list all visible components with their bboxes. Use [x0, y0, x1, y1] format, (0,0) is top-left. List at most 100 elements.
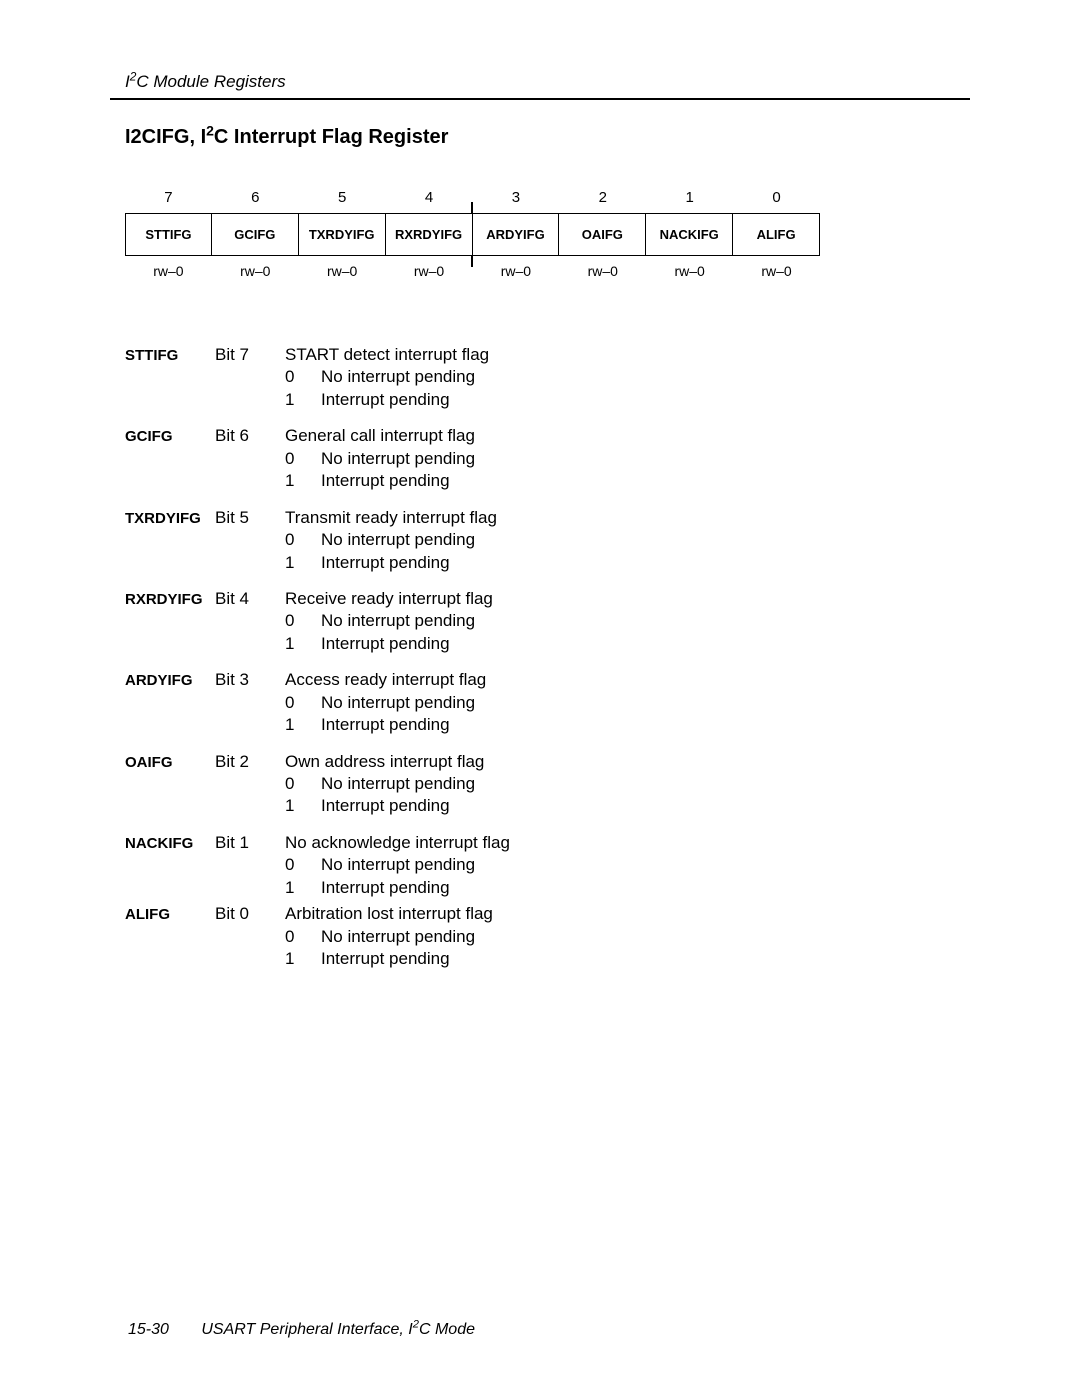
option-value: 1 — [285, 633, 321, 655]
option-text: No interrupt pending — [321, 773, 970, 795]
field-summary: Transmit ready interrupt flag — [285, 507, 970, 529]
bit-description: OAIFG Bit 2 Own address interrupt flag 0… — [125, 751, 970, 818]
option-row: 1Interrupt pending — [285, 948, 970, 970]
bit-description: ARDYIFG Bit 3 Access ready interrupt fla… — [125, 669, 970, 736]
reset-value: rw–0 — [212, 263, 299, 279]
field-summary-block: Receive ready interrupt flag 0No interru… — [285, 588, 970, 655]
field-name: ALIFG — [125, 903, 215, 925]
bit-label: Bit 3 — [215, 669, 285, 691]
bit-number-row: 7 6 5 4 3 2 1 0 — [125, 189, 820, 206]
option-value: 0 — [285, 926, 321, 948]
bit-description: TXRDYIFG Bit 5 Transmit ready interrupt … — [125, 507, 970, 574]
field-name: RXRDYIFG — [125, 588, 215, 610]
option-text: Interrupt pending — [321, 633, 970, 655]
option-row: 0No interrupt pending — [285, 854, 970, 876]
register-reset-row: rw–0 rw–0 rw–0 rw–0 rw–0 rw–0 rw–0 rw–0 — [125, 263, 820, 279]
page-number: 15-30 — [128, 1321, 197, 1338]
option-row: 1Interrupt pending — [285, 470, 970, 492]
register-field: ALIFG — [733, 214, 820, 255]
field-summary: START detect interrupt flag — [285, 344, 970, 366]
reset-value: rw–0 — [646, 263, 733, 279]
option-text: No interrupt pending — [321, 529, 970, 551]
reset-value: rw–0 — [299, 263, 386, 279]
option-text: Interrupt pending — [321, 470, 970, 492]
page-footer: 15-30 USART Peripheral Interface, I2C Mo… — [128, 1321, 475, 1339]
option-text: No interrupt pending — [321, 366, 970, 388]
bit-label: Bit 7 — [215, 344, 285, 366]
field-summary: Receive ready interrupt flag — [285, 588, 970, 610]
register-fields-row: STTIFG GCIFG TXRDYIFG RXRDYIFG ARDYIFG O… — [125, 213, 820, 256]
field-summary: Access ready interrupt flag — [285, 669, 970, 691]
field-summary: Own address interrupt flag — [285, 751, 970, 773]
field-name: STTIFG — [125, 344, 215, 366]
option-value: 0 — [285, 529, 321, 551]
field-summary-block: START detect interrupt flag 0No interrup… — [285, 344, 970, 411]
option-row: 1Interrupt pending — [285, 633, 970, 655]
field-name: TXRDYIFG — [125, 507, 215, 529]
bit-label: Bit 2 — [215, 751, 285, 773]
bit-number: 2 — [559, 189, 646, 206]
option-text: Interrupt pending — [321, 714, 970, 736]
option-row: 1Interrupt pending — [285, 552, 970, 574]
bit-label: Bit 1 — [215, 832, 285, 854]
register-field: STTIFG — [125, 214, 212, 255]
bit-number: 3 — [473, 189, 560, 206]
header-rest: C Module Registers — [136, 72, 285, 91]
register-field: RXRDYIFG — [386, 214, 473, 255]
register-field-label: RXRDYIFG — [395, 227, 462, 242]
reset-value: rw–0 — [125, 263, 212, 279]
option-value: 0 — [285, 692, 321, 714]
bit-descriptions: STTIFG Bit 7 START detect interrupt flag… — [125, 344, 970, 971]
option-value: 1 — [285, 714, 321, 736]
nibble-divider-bottom — [471, 255, 473, 267]
register-field: GCIFG — [212, 214, 299, 255]
bit-label: Bit 4 — [215, 588, 285, 610]
option-text: No interrupt pending — [321, 448, 970, 470]
option-text: No interrupt pending — [321, 610, 970, 632]
option-row: 1Interrupt pending — [285, 877, 970, 899]
reset-value: rw–0 — [473, 263, 560, 279]
register-field: NACKIFG — [646, 214, 733, 255]
footer-text-post: C Mode — [419, 1321, 475, 1338]
bit-description: ALIFG Bit 0 Arbitration lost interrupt f… — [125, 903, 970, 970]
title-post: C Interrupt Flag Register — [214, 126, 448, 148]
option-value: 1 — [285, 795, 321, 817]
option-value: 0 — [285, 773, 321, 795]
field-summary-block: Own address interrupt flag 0No interrupt… — [285, 751, 970, 818]
register-field: OAIFG — [559, 214, 646, 255]
option-row: 0No interrupt pending — [285, 773, 970, 795]
bit-number: 5 — [299, 189, 386, 206]
bit-label: Bit 6 — [215, 425, 285, 447]
option-row: 1Interrupt pending — [285, 714, 970, 736]
option-row: 0No interrupt pending — [285, 926, 970, 948]
field-summary-block: Arbitration lost interrupt flag 0No inte… — [285, 903, 970, 970]
field-summary-block: Transmit ready interrupt flag 0No interr… — [285, 507, 970, 574]
field-name: ARDYIFG — [125, 669, 215, 691]
option-row: 1Interrupt pending — [285, 389, 970, 411]
bit-number: 7 — [125, 189, 212, 206]
reset-value: rw–0 — [386, 263, 473, 279]
register-field: TXRDYIFG — [299, 214, 386, 255]
bit-description: NACKIFG Bit 1 No acknowledge interrupt f… — [125, 832, 970, 899]
option-row: 0No interrupt pending — [285, 448, 970, 470]
reset-value: rw–0 — [559, 263, 646, 279]
bit-number: 6 — [212, 189, 299, 206]
title-pre: I2CIFG, I — [125, 126, 206, 148]
bit-label: Bit 0 — [215, 903, 285, 925]
field-summary-block: No acknowledge interrupt flag 0No interr… — [285, 832, 970, 899]
option-text: No interrupt pending — [321, 692, 970, 714]
option-text: No interrupt pending — [321, 926, 970, 948]
option-row: 0No interrupt pending — [285, 366, 970, 388]
option-value: 0 — [285, 610, 321, 632]
bit-number: 1 — [646, 189, 733, 206]
option-row: 0No interrupt pending — [285, 610, 970, 632]
header-section: I2C Module Registers — [110, 70, 970, 100]
option-text: Interrupt pending — [321, 552, 970, 574]
option-row: 0No interrupt pending — [285, 529, 970, 551]
field-summary-block: General call interrupt flag 0No interrup… — [285, 425, 970, 492]
title-sup: 2 — [206, 122, 214, 138]
field-name: OAIFG — [125, 751, 215, 773]
option-value: 1 — [285, 948, 321, 970]
field-summary-block: Access ready interrupt flag 0No interrup… — [285, 669, 970, 736]
option-row: 0No interrupt pending — [285, 692, 970, 714]
